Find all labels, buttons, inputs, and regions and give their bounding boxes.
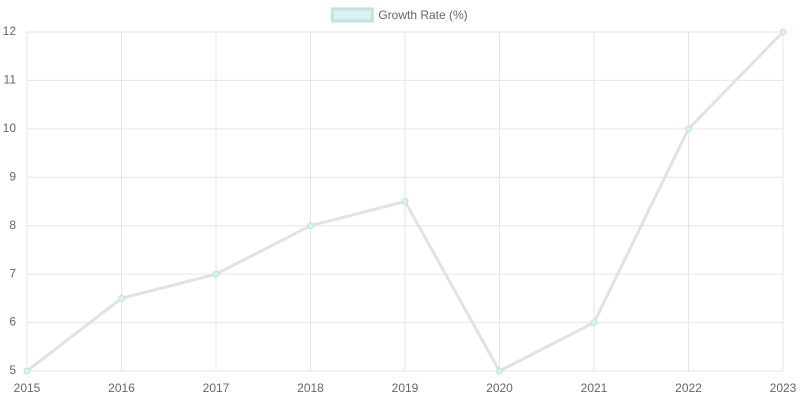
data-point [401,198,409,205]
x-tick-label: 2022 [675,381,702,395]
y-tick-label: 10 [3,121,17,135]
x-tick-label: 2019 [392,381,419,395]
y-tick-label: 9 [9,169,16,183]
y-tick-label: 6 [9,315,16,329]
legend-label: Growth Rate (%) [378,8,467,22]
data-point [685,125,692,133]
data-point [212,270,220,278]
x-tick-label: 2021 [581,381,608,395]
y-tick-label: 11 [4,73,17,87]
data-point [23,367,31,375]
data-point [118,294,125,302]
x-tick-label: 2015 [14,381,41,395]
x-tick-label: 2018 [297,381,324,395]
y-tick-label: 7 [9,266,16,280]
data-point [779,28,787,36]
y-tick-label: 8 [9,218,16,232]
x-tick-label: 2017 [203,381,230,395]
x-tick-label: 2016 [108,381,135,395]
y-tick-label: 12 [3,24,17,38]
data-point [590,319,598,327]
legend-swatch [330,7,374,23]
data-point [307,222,314,230]
x-tick-label: 2023 [770,381,797,395]
data-point [496,367,503,375]
x-tick-label: 2020 [486,381,513,395]
y-tick-label: 5 [9,363,16,377]
